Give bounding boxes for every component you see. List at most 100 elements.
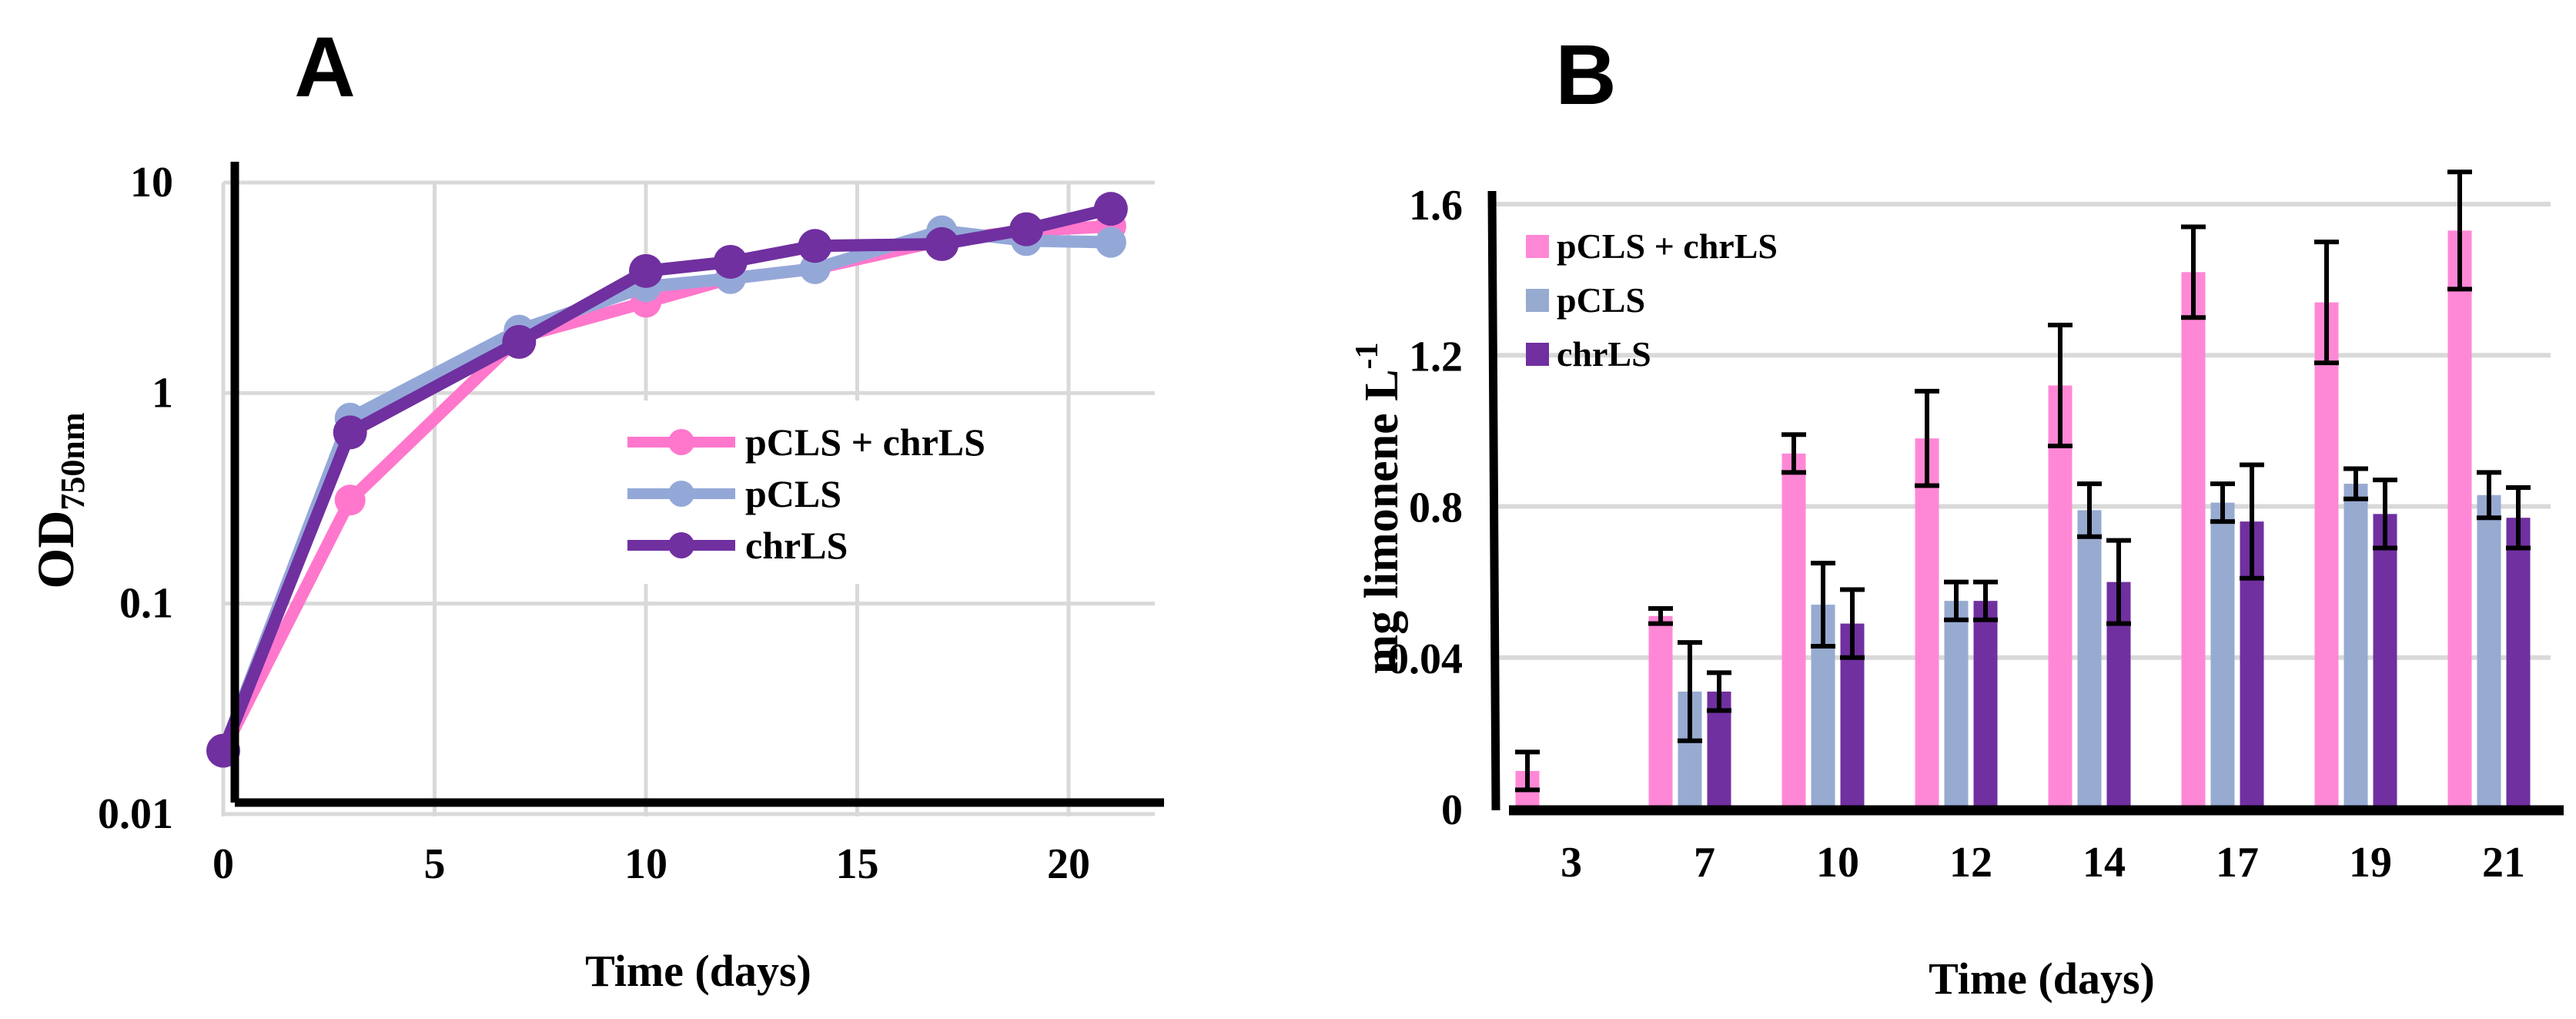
error-bar [2447,169,2472,292]
bar [1915,438,1939,809]
panel-b-ticks: 0 0.04 0.8 1.2 1.6 3 7 10 12 14 17 19 21 [1387,182,2525,887]
y-title-subscript: 750nm [54,412,92,510]
x-tick-label: 3 [1561,839,1582,887]
error-bar [2343,466,2368,501]
data-point [1093,192,1128,226]
legend-swatch [1526,343,1549,366]
x-tick-label: 20 [1047,840,1090,888]
error-bar [2240,462,2264,581]
error-bar [1915,388,1939,488]
bar-group-day-7 [1648,605,1731,809]
bar-group-day-21 [2447,169,2531,809]
legend-label: pCLS [745,472,841,515]
bar-group-day-12 [1915,388,1998,809]
panel-b-x-title: Time (days) [1929,954,2155,1004]
x-tick-label: 21 [2482,839,2525,887]
bar-group-day-17 [2181,224,2264,809]
legend-marker [668,429,694,455]
bar [2477,494,2501,809]
data-point [925,226,959,261]
bar [2077,510,2102,809]
error-bar [2048,323,2073,448]
y-tick-label: 0.04 [1387,635,1463,683]
bar [2210,502,2235,809]
panel-a-y-title: OD750nm [26,412,92,588]
bar [2181,272,2206,809]
error-bar [2506,484,2531,551]
data-point [798,229,832,263]
legend-label: chrLS [745,524,848,567]
panel-a-series [206,192,1128,768]
bar [2343,484,2368,809]
y-tick-label: 1 [152,369,173,417]
error-bar [1840,587,1865,660]
y-title-main: OD [26,511,85,589]
error-bar [1781,432,1806,475]
error-bar [1944,579,1969,622]
panel-b-y-title: mg limonene L-1 [1350,342,1408,674]
bar [1648,615,1673,809]
bar [1944,601,1969,809]
error-bar [1648,605,1673,626]
bar [2447,230,2472,809]
error-bar [1515,749,1540,793]
x-tick-label: 17 [2216,839,2259,887]
legend-swatch [1526,235,1549,258]
y-tick-label: 1.6 [1409,182,1463,230]
legend-label: pCLS + chrLS [1557,226,1778,266]
y-title-main: mg limonene L [1356,369,1408,674]
data-point [333,415,367,450]
error-bar [1811,561,1835,649]
panel-a-label: A [294,20,355,115]
panel-b-legend: pCLS + chrLS pCLS chrLS [1526,226,1778,374]
panel-b-bars [1515,169,2531,809]
error-bar [1707,670,1731,713]
x-tick-label: 14 [2083,839,2126,887]
x-tick-label: 10 [1816,839,1859,887]
series-chrls [206,192,1128,768]
legend-marker [668,532,694,558]
legend-marker [668,481,694,507]
y-tick-label: 0 [1441,786,1463,834]
bar [2048,385,2073,809]
x-tick-label: 12 [1949,839,1992,887]
data-point [1009,212,1044,246]
legend-label: pCLS [1557,280,1645,320]
data-point [629,253,663,288]
error-bar [2373,478,2397,551]
legend-label: pCLS + chrLS [745,421,985,464]
panel-b-label: B [1555,28,1616,122]
data-point [1095,226,1126,258]
error-bar [2210,481,2235,525]
data-point [502,324,537,359]
bar-group-day-10 [1781,432,1865,809]
x-tick-label: 7 [1694,839,1715,887]
panel-a-x-title: Time (days) [585,946,811,996]
data-point [334,484,366,516]
x-tick-label: 5 [424,840,446,888]
x-tick-label: 15 [836,840,879,888]
error-bar [1678,640,1702,743]
bar [2314,302,2339,809]
bar [1781,453,1806,809]
x-tick-label: 0 [212,840,234,888]
bar [1973,601,1998,809]
bar [2506,518,2531,809]
error-bar [2077,481,2102,539]
legend-swatch [1526,289,1549,312]
panel-b-limonene-chart: B 0 0.04 0.8 1.2 1.6 3 7 10 12 14 17 19 21 pCLS + ch… [1350,28,2564,1004]
y-tick-label: 10 [130,159,173,206]
data-point [713,244,748,279]
bar-group-day-3 [1515,749,1540,809]
panel-b-y-axis [1487,190,1500,811]
error-bar [2314,240,2339,366]
y-tick-label: 0.01 [98,790,173,838]
error-bar [2477,470,2501,521]
error-bar [2106,538,2131,626]
panel-a-growth-chart: A 0.01 0.1 1 10 0 5 10 15 20 pCLS + chrLS pCLS chr… [26,20,1164,996]
y-tick-label: 0.8 [1409,484,1463,532]
bar [2373,514,2397,809]
y-tick-label: 0.1 [119,580,173,628]
x-tick-label: 19 [2349,839,2392,887]
